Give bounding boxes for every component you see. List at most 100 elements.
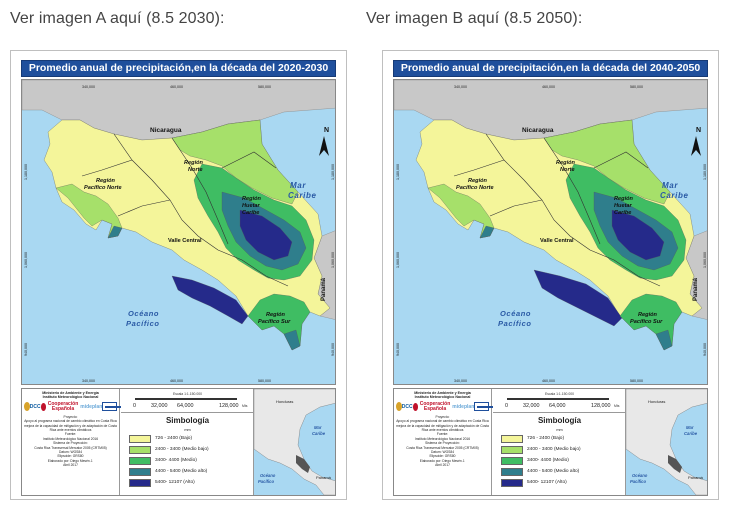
scale-unit: Mts — [614, 404, 620, 408]
coord-bottom-2: 460,000 — [170, 379, 183, 383]
legend-swatch — [501, 479, 523, 487]
coord-bottom-2: 460,000 — [542, 379, 555, 383]
map-title: Promedio anual de precipitación,en la dé… — [393, 60, 708, 77]
coop-logo: Cooperación Española — [419, 401, 451, 412]
fuente-label: Fuente: — [436, 432, 449, 437]
label-mar-caribe-2: Caribe — [288, 191, 317, 200]
north-arrow-icon — [319, 136, 329, 156]
label-mar-caribe-1: Mar — [290, 181, 306, 190]
fuente-text: Instituto Meteorológico Nacional 2016 — [42, 436, 99, 441]
fecha-text: Abril 2017 — [63, 463, 78, 468]
map-frame: Nicaragua N Región Norte Región Pacífico… — [393, 79, 708, 385]
label-huetar-2: Huetar — [614, 203, 633, 209]
scale-label: Escala 1:1.150.000 — [172, 392, 203, 396]
label-nicaragua: Nicaragua — [150, 127, 182, 134]
inset-panama: Panamá — [316, 475, 332, 480]
scale-tick-1: 32,000 — [151, 403, 168, 409]
legend-label: 4400 - 5400 (Medio alto) — [527, 469, 580, 474]
scale-bar-block: Escala 1:1.150.000 0 32,000 64,000 128,0… — [121, 389, 254, 413]
legend-title: Simbología — [537, 416, 582, 425]
label-pacifico-sur-1: Región — [266, 312, 286, 318]
elipsoide-text: Elipsoide: GRS80 — [57, 454, 84, 459]
inset-land — [626, 389, 707, 495]
imn-logo-icon — [102, 402, 121, 412]
inset-oceano-1: Océano — [260, 473, 276, 478]
scale-tick-2: 64,000 — [549, 403, 566, 409]
locator-inset-map: Honduras Mar Caribe Océano Pacífico Pana… — [625, 389, 707, 495]
dcc-logo: DCC — [29, 403, 41, 410]
inset-costa-rica — [668, 455, 682, 473]
label-huetar-2: Huetar — [242, 203, 261, 209]
scale-bar — [135, 398, 237, 400]
label-north: N — [696, 127, 701, 134]
label-oceano-1: Océano — [128, 309, 159, 318]
scale-tick-1: 32,000 — [523, 403, 540, 409]
map-title: Promedio anual de precipitación,en la dé… — [21, 60, 336, 77]
zone-alto-caribe — [239, 209, 293, 261]
coop-logo-icon — [40, 402, 46, 411]
coord-left-3: 940,000 — [396, 343, 400, 356]
label-huetar-1: Región — [614, 196, 634, 202]
label-oceano-2: Pacífico — [126, 319, 160, 328]
label-pacifico-sur-2: Pacífico Sur — [258, 319, 291, 325]
coord-bottom-1: 340,000 — [454, 379, 467, 383]
precipitation-map: Nicaragua N Región Norte Región Pacífico… — [394, 80, 707, 384]
institute-name: Instituto Meteorológico Nacional — [42, 395, 99, 400]
label-panama: Panamá — [693, 277, 699, 301]
proyeccion-text: Costa Rica Transversal Mercator 2005 (CR… — [406, 445, 479, 450]
map-frame: Nicaragua N Región Norte Región Pacífico… — [21, 79, 336, 385]
legend-item-medio-alto: 4400 - 5400 (Medio alto) — [501, 468, 579, 476]
govt-seal-icon — [396, 402, 402, 412]
label-panama: Panamá — [321, 277, 327, 301]
label-pacifico-norte-2: Pacífico Norte — [84, 185, 122, 191]
elipsoide-text: Elipsoide: GRS80 — [429, 454, 456, 459]
region-boundaries — [453, 133, 661, 287]
legend: Simbología mm 726 - 2400 (Bajo) 2400 - 3… — [121, 413, 254, 495]
coord-right-2: 1,060,000 — [331, 252, 335, 268]
scale-tick-3: 128,000 — [591, 403, 611, 409]
label-mar-caribe-1: Mar — [662, 181, 678, 190]
coord-top-3: 580,000 — [630, 85, 643, 89]
scale-tick-0: 0 — [505, 403, 508, 409]
legend-item-medio: 3400- 4400 (Medio) — [129, 457, 197, 465]
legend-item-alto: 5400- 12107 (Alto) — [501, 479, 567, 487]
legend-swatch — [129, 479, 151, 487]
coord-right-1: 1,180,000 — [331, 164, 335, 180]
label-north: N — [324, 127, 329, 134]
inset-honduras: Honduras — [276, 399, 293, 404]
coord-top-2: 460,000 — [542, 85, 555, 89]
label-region-norte-1: Región — [556, 160, 576, 166]
govt-seal-icon — [24, 402, 30, 412]
proyeccion-text: Costa Rica Transversal Mercator 2005 (CR… — [34, 445, 107, 450]
scale-tick-0: 0 — [133, 403, 136, 409]
label-huetar-3: Caribe — [242, 210, 259, 216]
institute-name: Instituto Meteorológico Nacional — [414, 395, 471, 400]
zone-alto-pacifico — [171, 275, 249, 325]
map-footer: Ministerio de Ambiente y Energía Institu… — [393, 388, 708, 496]
coord-left-2: 1,060,000 — [24, 252, 28, 268]
label-region-norte-2: Norte — [188, 167, 203, 173]
legend-unit: mm — [556, 428, 563, 432]
zone-norte — [171, 119, 299, 205]
inset-oceano-2: Pacífico — [258, 479, 275, 484]
coord-right-3: 940,000 — [703, 343, 707, 356]
legend-item-medio-alto: 4400 - 5400 (Medio alto) — [129, 468, 207, 476]
scale-bar-block: Escala 1:1.150.000 0 32,000 64,000 128,0… — [493, 389, 626, 413]
region-boundaries — [81, 133, 289, 287]
north-arrow-icon — [691, 136, 701, 156]
coop-logo-icon — [412, 402, 418, 411]
scale-label: Escala 1:1.150.000 — [544, 392, 575, 396]
label-mar-caribe-2: Caribe — [660, 191, 689, 200]
proyeccion-label: Sistema de Proyección: — [53, 441, 88, 446]
proyecto-text: Apoyo al programa nacional de cambio cli… — [24, 419, 117, 433]
label-huetar-1: Región — [242, 196, 262, 202]
locator-inset-map: Honduras Mar Caribe Océano Pacífico Pana… — [253, 389, 335, 495]
logos-row: DCC Cooperación Española mideplan — [24, 402, 121, 412]
label-region-norte-1: Región — [184, 160, 204, 166]
zone-alto-pacifico — [533, 269, 623, 327]
coord-right-1: 1,180,000 — [703, 164, 707, 180]
caption-a: Ver imagen A aquí (8.5 2030): — [10, 10, 225, 27]
inset-panama: Panamá — [688, 475, 704, 480]
zone-nicoya-tip — [479, 225, 495, 239]
zone-nicoya-tip — [107, 225, 123, 239]
